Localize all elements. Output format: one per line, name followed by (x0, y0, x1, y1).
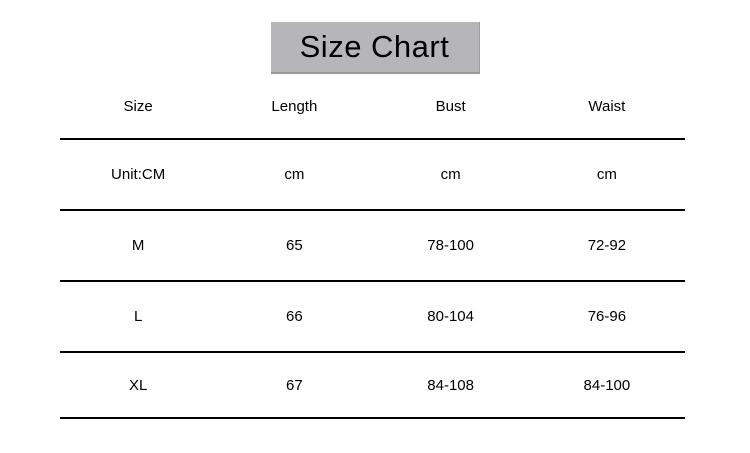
header-row: Size Length Bust Waist (60, 74, 685, 140)
column-header-length: Length (216, 74, 373, 140)
cell-xl-bust: 84-108 (372, 352, 529, 419)
cell-xl-waist: 84-100 (528, 352, 685, 419)
cell-xl-length: 67 (216, 352, 373, 419)
table-row-xl: XL 67 84-108 84-100 (60, 352, 685, 419)
cell-l-length: 66 (216, 281, 373, 353)
cell-size-m: M (60, 210, 217, 282)
size-chart-page: Size Chart Size Length Bust Waist Unit:C… (0, 22, 750, 453)
column-header-waist: Waist (528, 74, 685, 140)
title-banner: Size Chart (270, 22, 480, 74)
cell-size-l: L (60, 281, 217, 353)
cell-unit-label: Unit:CM (60, 139, 217, 211)
cell-l-bust: 80-104 (372, 281, 529, 353)
cell-l-waist: 76-96 (528, 281, 685, 353)
column-header-size: Size (60, 74, 217, 140)
column-header-bust: Bust (372, 74, 529, 140)
cell-m-length: 65 (216, 210, 373, 282)
cell-unit-waist: cm (528, 139, 685, 211)
page-title: Size Chart (299, 29, 450, 64)
cell-m-waist: 72-92 (528, 210, 685, 282)
cell-unit-length: cm (216, 139, 373, 211)
table-row-l: L 66 80-104 76-96 (60, 281, 685, 353)
cell-unit-bust: cm (372, 139, 529, 211)
cell-m-bust: 78-100 (372, 210, 529, 282)
cell-size-xl: XL (60, 352, 217, 419)
table-row-m: M 65 78-100 72-92 (60, 210, 685, 282)
table-row-unit: Unit:CM cm cm cm (60, 139, 685, 211)
size-chart-table: Size Length Bust Waist Unit:CM cm cm cm … (60, 74, 685, 419)
